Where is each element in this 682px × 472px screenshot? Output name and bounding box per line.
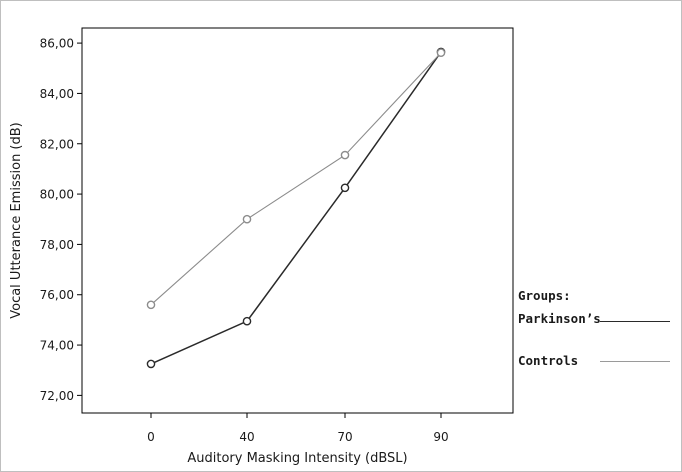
data-point-controls (340, 150, 350, 160)
legend-line-controls (600, 361, 670, 362)
data-point-parkinsons (340, 183, 350, 193)
y-axis-label: Vocal Utterance Emission (dB) (9, 122, 24, 319)
legend-title: Groups: (518, 288, 571, 303)
x-tick-label: 40 (239, 430, 254, 444)
data-point-controls (242, 214, 252, 224)
data-point-controls (146, 300, 156, 310)
x-axis: 0 40 70 90 (147, 413, 449, 444)
y-axis: 72,00 74,00 76,00 78,00 80,00 82,00 84,00 86,00 (40, 37, 82, 403)
legend-label-parkinsons: Parkinson’s (518, 311, 601, 326)
data-point-parkinsons (242, 316, 252, 326)
x-axis-label: Auditory Masking Intensity (dBSL) (187, 451, 407, 466)
x-tick-label: 90 (433, 430, 448, 444)
data-point-parkinsons (146, 359, 156, 369)
plot-area (81, 27, 514, 414)
y-tick-label: 74,00 (40, 339, 74, 353)
data-point-controls (436, 48, 446, 58)
x-tick-label: 0 (147, 430, 155, 444)
series-line-controls (150, 52, 442, 306)
y-tick-label: 72,00 (40, 389, 74, 403)
y-tick-label: 76,00 (40, 288, 74, 302)
y-tick-label: 80,00 (40, 188, 74, 202)
legend-line-parkinsons (600, 321, 670, 322)
x-tick-label: 70 (337, 430, 352, 444)
legend-label-controls: Controls (518, 353, 579, 368)
series-layer (146, 47, 446, 369)
series-line-parkinsons (150, 51, 442, 365)
y-tick-label: 78,00 (40, 238, 74, 252)
y-tick-label: 82,00 (40, 137, 74, 151)
y-tick-label: 86,00 (40, 37, 74, 51)
y-tick-label: 84,00 (40, 87, 74, 101)
